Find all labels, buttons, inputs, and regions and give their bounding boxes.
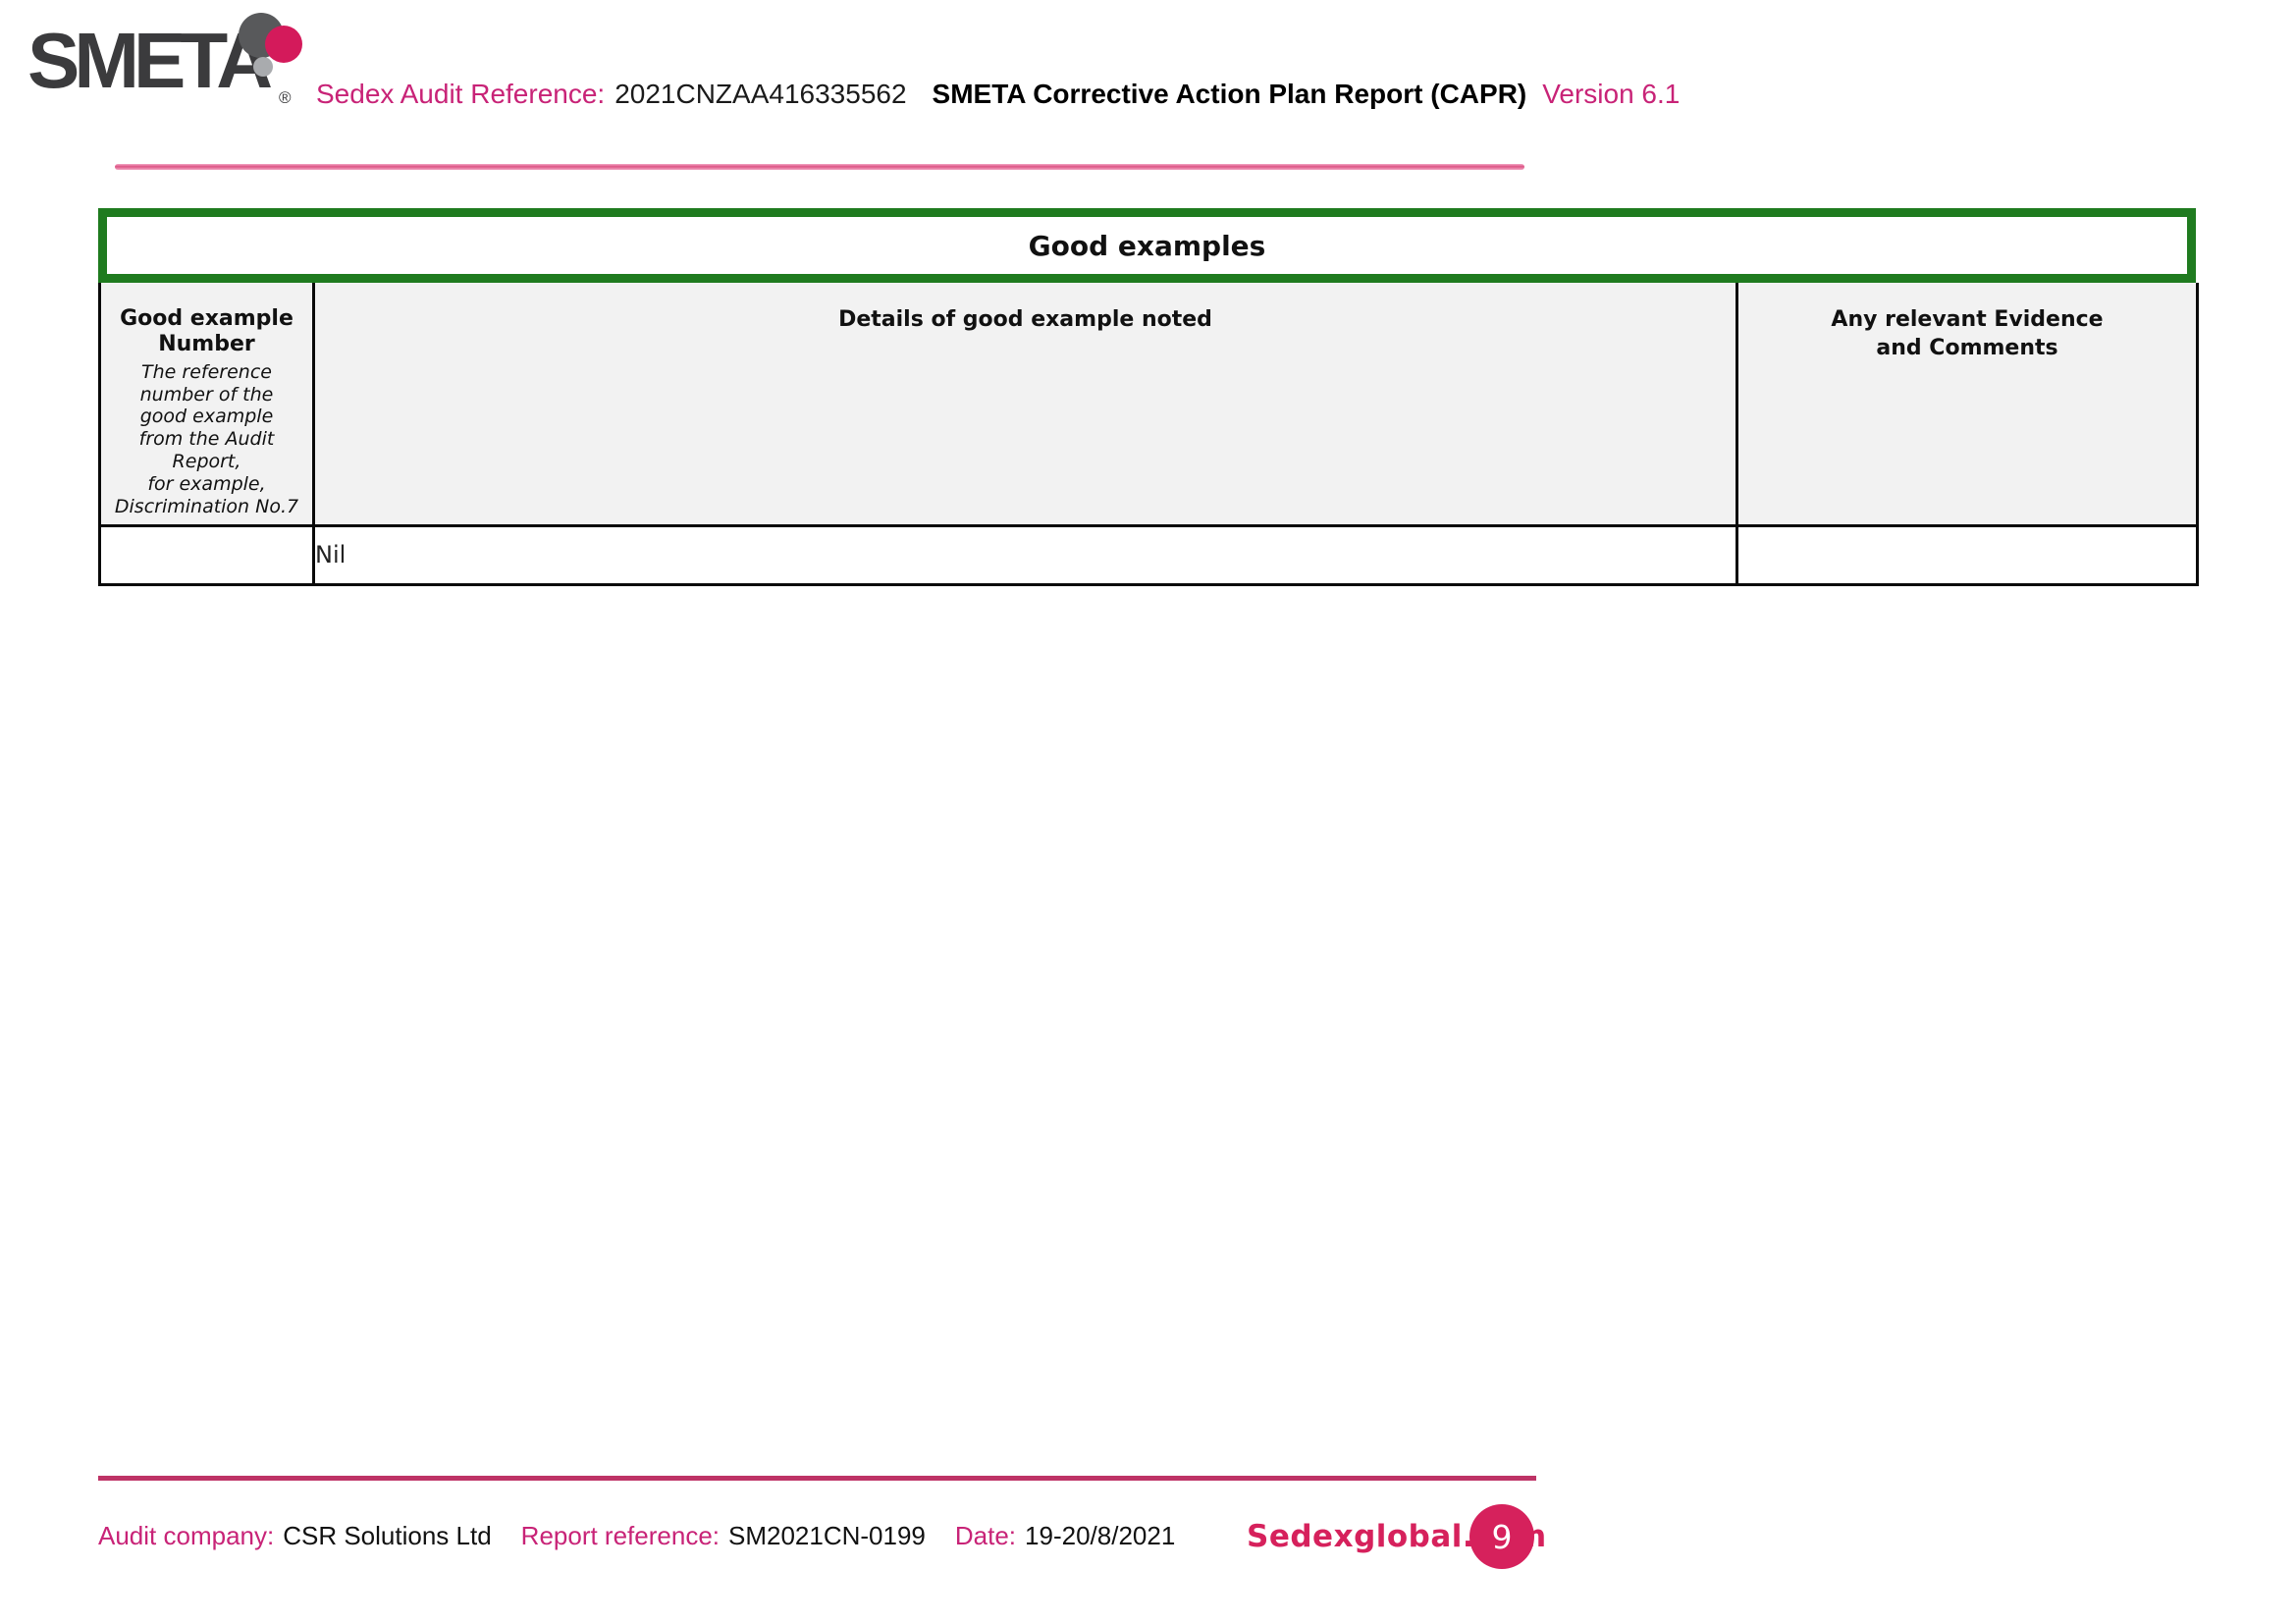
good-examples-section: Good examples Good example Number The re… — [98, 208, 2199, 586]
footer-divider-rule — [98, 1476, 1536, 1481]
page-number: 9 — [1491, 1517, 1513, 1556]
note-line: from the Audit — [138, 428, 275, 451]
audit-reference-label: Sedex Audit Reference: — [316, 79, 606, 109]
table-header-row: Good example Number The reference number… — [98, 283, 2199, 527]
note-line: number of the — [139, 383, 274, 406]
audit-reference-value: 2021CNZAA416335562 — [614, 79, 907, 109]
audit-company-value: CSR Solutions Ltd — [283, 1521, 492, 1550]
cell-details: Nil — [312, 523, 1738, 586]
column-header-details: Details of good example noted — [312, 283, 1738, 527]
column-header-title: Details of good example noted — [838, 307, 1212, 332]
report-title: SMETA Corrective Action Plan Report (CAP… — [932, 79, 1527, 109]
logo-dot-pink-icon — [265, 26, 302, 63]
page-number-badge: 9 — [1469, 1504, 1534, 1569]
table-row: Nil — [98, 523, 2199, 586]
report-version: Version 6.1 — [1542, 79, 1681, 109]
registered-trademark-icon: ® — [279, 88, 292, 107]
note-line: Discrimination No.7 — [114, 495, 299, 517]
column-header-title: Good example Number — [120, 306, 294, 357]
report-reference-value: SM2021CN-0199 — [728, 1521, 926, 1550]
date-value: 19-20/8/2021 — [1025, 1521, 1176, 1550]
audit-company-label: Audit company: — [98, 1521, 275, 1550]
header-divider-rule — [115, 164, 1524, 170]
column-header-good-example-number: Good example Number The reference number… — [98, 283, 315, 527]
report-reference-label: Report reference: — [520, 1521, 720, 1550]
good-examples-table: Good example Number The reference number… — [98, 283, 2199, 586]
note-line: Report, — [172, 450, 241, 472]
document-footer: Audit company: CSR Solutions Ltd Report … — [98, 1521, 1175, 1551]
good-examples-title: Good examples — [98, 208, 2196, 283]
column-header-evidence: Any relevant Evidence and Comments — [1735, 283, 2199, 527]
cell-good-example-number — [98, 523, 315, 586]
logo-dot-light-icon — [253, 57, 273, 77]
column-header-title: Any relevant Evidence and Comments — [1831, 307, 2104, 360]
cell-evidence — [1735, 523, 2199, 586]
column-header-note: The reference number of the good example… — [101, 361, 312, 518]
document-header: Sedex Audit Reference: 2021CNZAA41633556… — [316, 79, 1680, 110]
date-label: Date: — [954, 1521, 1017, 1550]
note-line: The reference — [141, 360, 272, 383]
smeta-logo-text: SMETA — [27, 17, 273, 104]
smeta-logo: SMETA ® — [0, 0, 334, 128]
note-line: for example, — [147, 472, 266, 495]
note-line: good example — [139, 406, 274, 428]
